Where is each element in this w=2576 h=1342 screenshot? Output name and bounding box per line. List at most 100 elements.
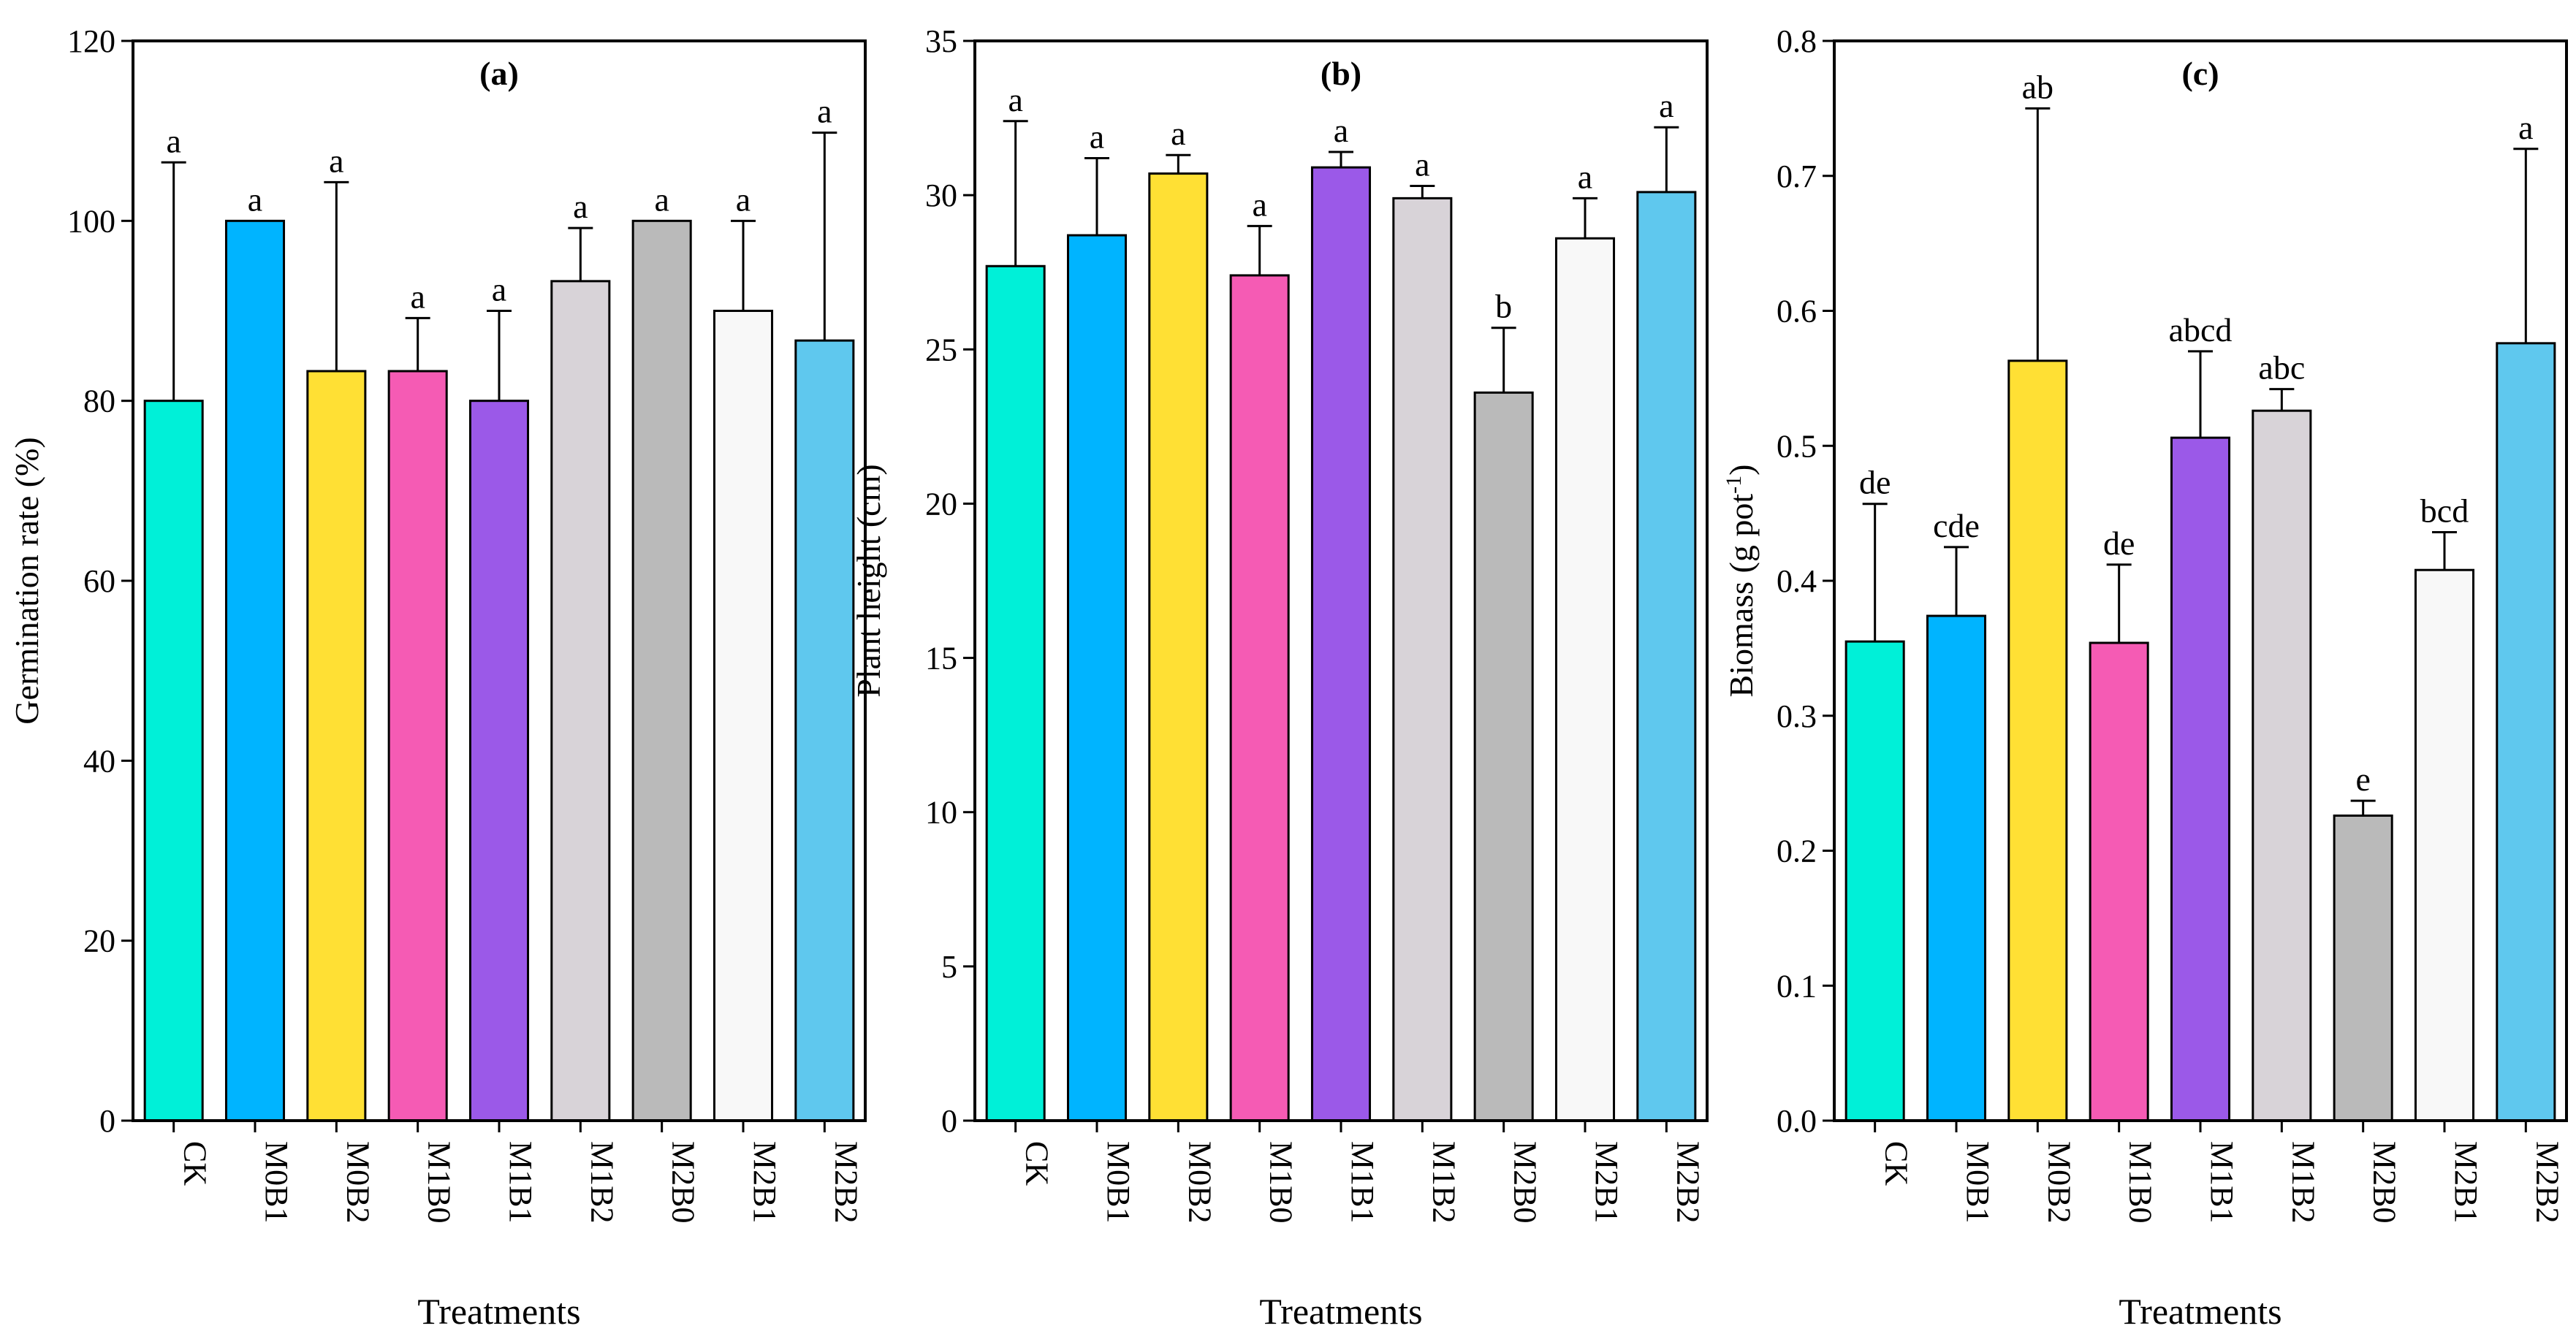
x-tick-label-m1b1: M1B1 [503,1141,539,1223]
bar-m1b2 [550,280,611,1122]
x-tick-label-m0b1: M0B1 [259,1141,295,1223]
x-tick-label-m2b2: M2B2 [828,1141,864,1223]
y-tick-label: 0.4 [1777,563,1817,599]
y-tick-label: 20 [83,923,115,959]
significance-label-m1b1: a [1334,112,1348,149]
bar-m1b2 [1392,197,1453,1122]
y-tick-label: 35 [925,23,957,59]
significance-label-m0b2: a [329,142,343,179]
significance-label-m1b1: a [492,271,506,308]
bar-m2b0 [1473,391,1534,1122]
y-tick-label: 10 [925,795,957,831]
x-tick-label-m2b1: M2B1 [1589,1141,1625,1223]
x-tick-label-m1b2: M1B2 [2285,1141,2321,1223]
bar-m0b2 [2007,359,2068,1122]
bar-m2b1 [1554,237,1616,1122]
panel-label: (b) [1321,55,1361,92]
significance-label-m0b1: cde [1933,507,1980,544]
x-tick-label-m2b2: M2B2 [1670,1141,1706,1223]
bar-m1b1 [2170,436,2231,1122]
y-tick-label: 5 [941,949,957,985]
x-tick-label-m0b2: M0B2 [340,1141,376,1223]
significance-label-m0b2: a [1171,115,1185,152]
bar-m1b1 [1310,166,1372,1122]
significance-label-m2b0: a [654,180,669,218]
x-tick-label-ck: CK [1019,1141,1055,1186]
y-tick-label: 0.7 [1777,159,1817,194]
plot-frame [1833,39,2568,1122]
x-tick-label-ck: CK [178,1141,213,1186]
y-tick-label: 30 [925,178,957,213]
significance-label-m2b2: a [817,93,832,130]
x-tick-label-m0b1: M0B1 [1101,1141,1136,1223]
bar-m1b2 [2252,409,2312,1122]
bar-m0b2 [1148,172,1209,1122]
significance-label-m0b2: ab [2022,68,2053,105]
x-tick-label-m0b1: M0B1 [1960,1141,1996,1223]
x-tick-label-m2b1: M2B1 [747,1141,783,1223]
significance-label-m2b1: a [736,180,751,218]
y-tick-label: 120 [67,23,115,59]
x-tick-label-m2b2: M2B2 [2529,1141,2565,1223]
y-tick-label: 20 [925,486,957,522]
bar-m1b0 [387,370,448,1122]
plot-frame [973,39,1709,1122]
x-tick-label-m1b0: M1B0 [1264,1141,1299,1223]
chart-panel-3: deCKcdeM0B1abM0B2deM1B0abcdM1B1abcM1B2eM… [1722,23,2568,1332]
bar-m2b0 [631,219,692,1122]
plot-frame [132,39,867,1122]
chart-panel-2: a CK a M0B1 a M0B2 a M1B0 a M1B1 a M1B2 b M2B0 a M2B1 a M… [850,23,1709,1332]
y-tick-label: 25 [925,332,957,367]
chart-panel-1: a CK a M0B1 a M0B2 a M1B0 a M1B1 a M1B2 a M2B0 a M2B1 a M… [8,23,867,1332]
significance-label-m2b0: e [2355,760,2370,798]
y-tick-label: 0 [941,1103,957,1139]
significance-label-m2b2: a [1659,87,1673,124]
bar-m2b2 [794,339,855,1122]
x-tick-label-m1b1: M1B1 [2204,1141,2240,1223]
x-tick-label-m2b1: M2B1 [2448,1141,2484,1223]
bar-m2b2 [2496,342,2556,1122]
bar-ck [143,400,204,1122]
significance-label-m0b1: a [1090,118,1104,155]
y-tick-label: 0.3 [1777,698,1817,734]
significance-label-ck: a [1008,81,1022,118]
y-tick-label: 60 [83,563,115,599]
bar-m0b1 [1926,614,1987,1122]
x-tick-label-ck: CK [1879,1141,1915,1186]
bar-m0b1 [1066,234,1128,1122]
x-axis-title: Treatments [1259,1291,1422,1332]
x-tick-label-m0b2: M0B2 [1182,1141,1217,1223]
bar-ck [985,264,1046,1122]
panel-label: (a) [479,55,519,92]
y-tick-label: 0.8 [1777,23,1817,59]
y-axis-title: Plant height (cm) [850,464,887,697]
y-tick-label: 0.2 [1777,834,1817,869]
y-tick-label: 0.5 [1777,428,1817,464]
y-tick-label: 0 [99,1103,115,1139]
bar-m2b2 [1636,191,1697,1122]
x-tick-label-m1b0: M1B0 [2123,1141,2159,1223]
x-tick-label-m1b2: M1B2 [584,1141,620,1223]
x-tick-label-m2b0: M2B0 [666,1141,702,1223]
significance-label-m0b1: a [248,180,262,218]
significance-label-m1b2: a [573,188,588,225]
significance-label-m1b0: a [410,278,425,315]
x-tick-label-m1b1: M1B1 [1345,1141,1380,1223]
y-tick-label: 100 [67,203,115,239]
panel-label: (c) [2181,55,2219,92]
significance-label-ck: a [166,122,181,159]
x-tick-label-m0b2: M0B2 [2041,1141,2077,1223]
bar-m1b0 [1229,274,1290,1122]
bar-m0b1 [224,219,286,1122]
bar-m1b1 [468,400,530,1122]
y-axis-title: Biomass (g pot-1) [1722,465,1760,698]
significance-label-m1b2: abc [2258,349,2305,386]
x-tick-label-m1b2: M1B2 [1426,1141,1462,1223]
significance-label-m1b0: de [2103,525,2135,562]
significance-label-m2b2: a [2518,109,2533,146]
y-tick-label: 80 [83,384,115,419]
bar-m2b1 [713,310,774,1122]
y-tick-label: 15 [925,641,957,676]
y-axis-title: Germination rate (%) [8,437,45,724]
